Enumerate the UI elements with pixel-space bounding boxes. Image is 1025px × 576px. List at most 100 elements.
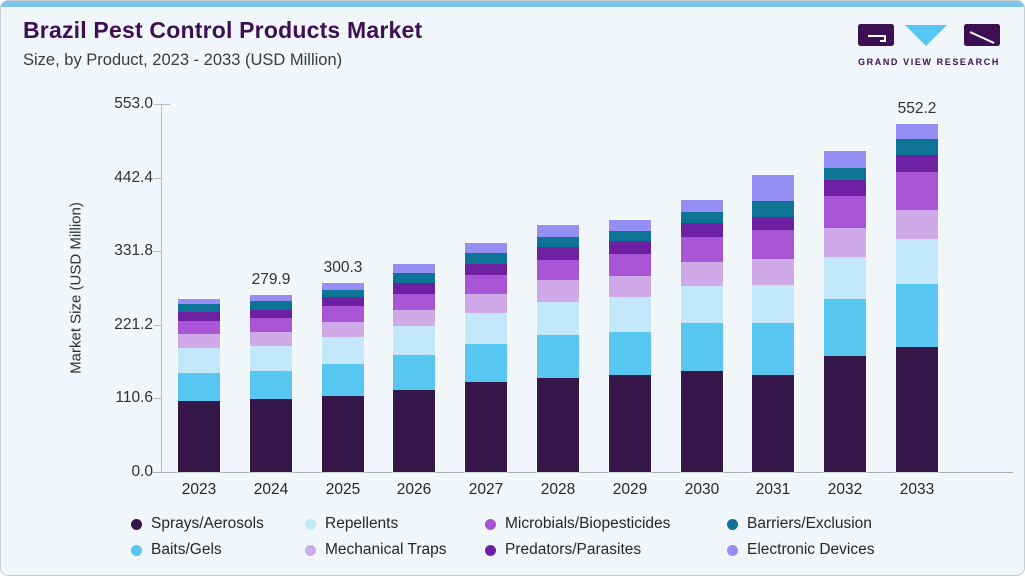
bar-segment-2025-baits-gels: [322, 364, 364, 397]
legend-item-barriers-exclusion: Barriers/Exclusion: [727, 511, 927, 537]
bar-segment-2031-repellents: [752, 285, 794, 324]
bar-segment-2027-sprays-aerosols: [465, 382, 507, 472]
legend-item-repellents: Repellents: [305, 511, 485, 537]
bar-segment-2024-mechanical-traps: [250, 331, 292, 346]
y-axis-top-cap: [161, 104, 170, 105]
x-tick-label-2028: 2028: [540, 481, 576, 498]
bar-segment-2033-barriers-exclusion: [896, 139, 938, 156]
legend-label: Electronic Devices: [747, 541, 875, 558]
legend-label: Predators/Parasites: [505, 541, 642, 558]
bar-2023: [178, 299, 220, 472]
bar-segment-2024-microbials-biopesticides: [250, 318, 292, 332]
bar-segment-2033-electronic-devices: [896, 123, 938, 140]
logo-r-block: [964, 24, 1000, 46]
bar-segment-2030-sprays-aerosols: [681, 370, 723, 472]
legend-item-sprays-aerosols: Sprays/Aerosols: [131, 511, 305, 537]
y-tick-label-110.6: 110.6: [115, 389, 153, 407]
bar-segment-2033-baits-gels: [896, 284, 938, 347]
bar-segment-2030-barriers-exclusion: [681, 211, 723, 224]
bar-segment-2030-baits-gels: [681, 323, 723, 371]
legend-dot-icon: [727, 518, 738, 530]
bar-segment-2023-repellents: [178, 347, 220, 373]
legend-label: Repellents: [325, 515, 399, 532]
bar-segment-2025-mechanical-traps: [322, 321, 364, 338]
bar-segment-2031-baits-gels: [752, 323, 794, 375]
bar-segment-2025-electronic-devices: [322, 282, 364, 290]
bar-segment-2033-repellents: [896, 238, 938, 285]
bar-segment-2025-barriers-exclusion: [322, 289, 364, 298]
legend-dot-icon: [305, 544, 316, 556]
x-tick-label-2026: 2026: [396, 481, 432, 498]
legend-dot-icon: [131, 518, 142, 530]
x-tick-label-2024: 2024: [253, 481, 289, 498]
bar-segment-2025-repellents: [322, 337, 364, 365]
logo-g-glyph: [868, 35, 886, 42]
y-tick-label-553.0: 553.0: [114, 95, 153, 112]
bar-segment-2028-mechanical-traps: [537, 279, 579, 303]
bar-segment-2024-barriers-exclusion: [250, 300, 292, 310]
bar-segment-2027-microbials-biopesticides: [465, 274, 507, 294]
bar-2030: [681, 200, 723, 472]
bar-segment-2028-baits-gels: [537, 335, 579, 378]
x-tick-label-2031: 2031: [755, 481, 791, 498]
bar-2027: [465, 242, 507, 472]
grand-view-research-logo: GRAND VIEW RESEARCH: [858, 23, 1000, 67]
bar-segment-2029-baits-gels: [609, 332, 651, 376]
bar-2028: [537, 225, 579, 472]
bar-2026: [393, 264, 435, 472]
x-tick-label-2027: 2027: [468, 481, 504, 498]
logo-v-triangle: [905, 25, 947, 46]
bar-segment-2028-repellents: [537, 302, 579, 336]
legend-item-electronic-devices: Electronic Devices: [727, 537, 927, 563]
x-tick-label-2032: 2032: [827, 481, 863, 498]
bar-segment-2032-repellents: [824, 257, 866, 300]
bar-segment-2031-electronic-devices: [752, 175, 794, 202]
x-axis-line: [153, 472, 1013, 473]
bar-segment-2033-predators-parasites: [896, 155, 938, 172]
bar-segment-2029-barriers-exclusion: [609, 230, 651, 241]
bar-segment-2023-predators-parasites: [178, 312, 220, 321]
y-axis-line: [161, 104, 162, 472]
bar-segment-2033-mechanical-traps: [896, 209, 938, 239]
x-tick-label-2029: 2029: [612, 481, 648, 498]
bar-segment-2032-microbials-biopesticides: [824, 195, 866, 229]
page-title: Brazil Pest Control Products Market: [23, 17, 423, 43]
bar-segment-2031-barriers-exclusion: [752, 201, 794, 217]
bar-segment-2029-electronic-devices: [609, 220, 651, 231]
bar-segment-2029-repellents: [609, 296, 651, 333]
bar-segment-2029-sprays-aerosols: [609, 375, 651, 472]
bar-segment-2030-microbials-biopesticides: [681, 236, 723, 263]
bar-2029: [609, 220, 651, 472]
bar-segment-2031-microbials-biopesticides: [752, 229, 794, 259]
bar-2032: [824, 151, 866, 472]
y-tick-mark: [154, 177, 161, 179]
y-tick-mark: [154, 398, 161, 400]
bar-2024: [250, 295, 292, 472]
legend-dot-icon: [485, 518, 496, 530]
bar-segment-2027-baits-gels: [465, 344, 507, 383]
x-tick-label-2023: 2023: [181, 481, 217, 498]
bar-segment-2023-barriers-exclusion: [178, 303, 220, 313]
bar-segment-2028-electronic-devices: [537, 225, 579, 237]
bar-2033: [896, 123, 938, 472]
legend-label: Sprays/Aerosols: [151, 515, 264, 532]
bar-total-label-2025: 300.3: [323, 258, 363, 276]
bar-segment-2024-predators-parasites: [250, 309, 292, 319]
bar-segment-2026-electronic-devices: [393, 264, 435, 274]
bar-segment-2031-mechanical-traps: [752, 258, 794, 286]
bar-segment-2033-microbials-biopesticides: [896, 171, 938, 210]
accent-strip: [1, 1, 1024, 7]
bar-segment-2028-microbials-biopesticides: [537, 259, 579, 280]
bar-segment-2026-mechanical-traps: [393, 309, 435, 327]
y-tick-mark: [154, 324, 161, 326]
bar-segment-2032-sprays-aerosols: [824, 355, 866, 472]
bar-segment-2031-predators-parasites: [752, 216, 794, 230]
bar-segment-2027-electronic-devices: [465, 242, 507, 254]
y-tick-mark: [154, 104, 161, 105]
legend-dot-icon: [131, 544, 142, 556]
bar-segment-2027-repellents: [465, 313, 507, 345]
bar-segment-2023-microbials-biopesticides: [178, 320, 220, 334]
bar-segment-2033-sprays-aerosols: [896, 346, 938, 472]
bar-segment-2026-baits-gels: [393, 354, 435, 391]
